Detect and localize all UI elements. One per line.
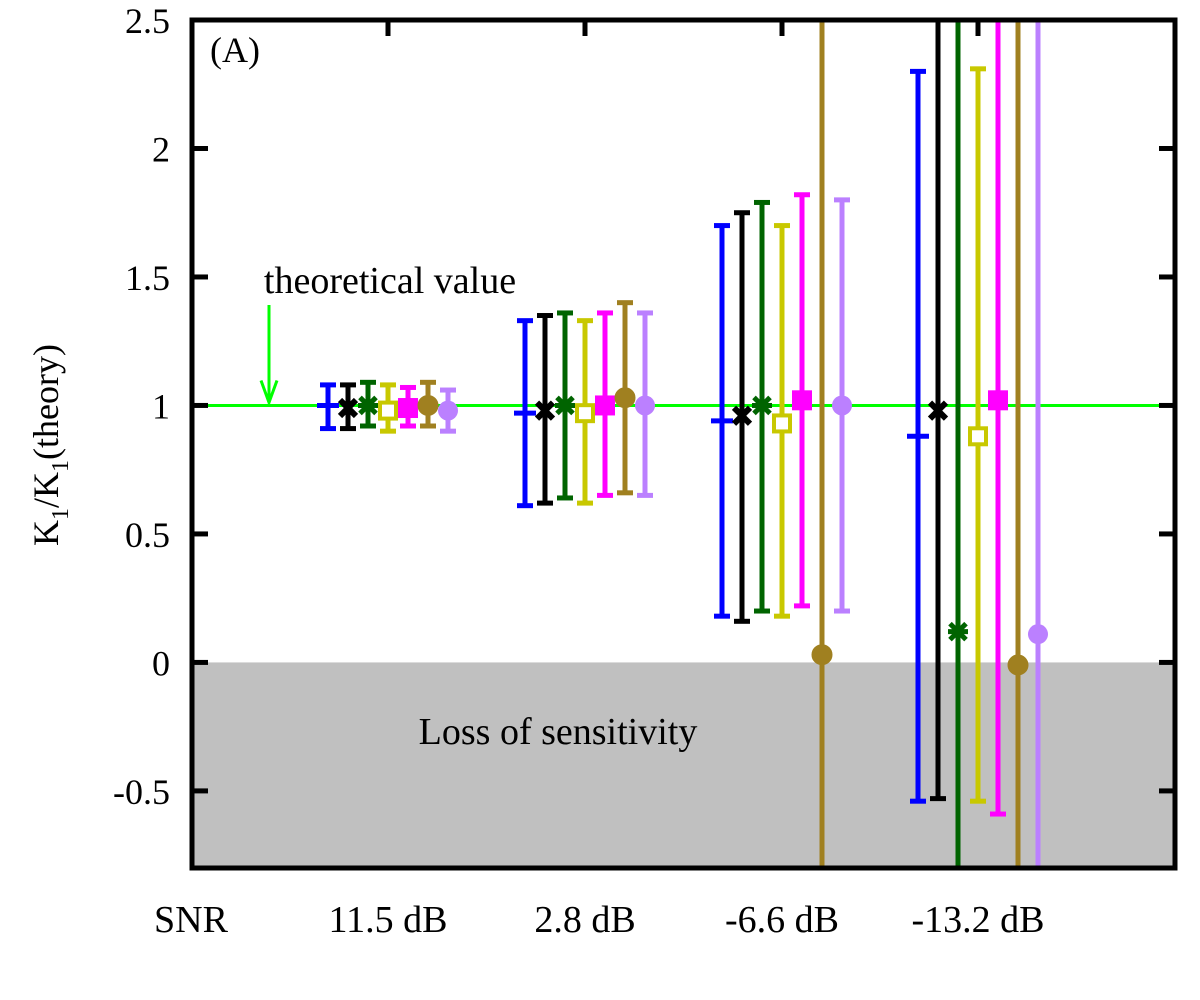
theoretical-arrow-icon — [259, 305, 279, 407]
x-axis-ticks: 11.5 dB 2.8 dB -6.6 dB -13.2 dB — [329, 20, 1045, 941]
series-olive-yellow — [378, 66, 988, 804]
x-category-label: 2.8 dB — [534, 899, 635, 941]
marker-circle — [811, 644, 833, 666]
loss-region — [192, 662, 1175, 868]
loss-region-label: Loss of sensitivity — [419, 711, 698, 753]
y-tick-label: 0.5 — [125, 515, 170, 555]
arrow-head — [259, 379, 279, 407]
marker-filled-circle — [1028, 624, 1048, 645]
marker-filled-square — [988, 390, 1008, 411]
marker-filled-circle — [438, 400, 458, 421]
y-axis-ticks: 2.5 2 1.5 1 0.5 0 -0.5 — [113, 1, 1175, 812]
x-category-label: -6.6 dB — [725, 899, 839, 941]
y-axis-label: K1/K1(theory) — [26, 344, 74, 546]
y-tick-label: 2.5 — [125, 1, 170, 41]
ylabel-sub1: 1 — [48, 508, 74, 520]
y-tick-label: 1 — [152, 386, 170, 426]
series-dark-green — [358, 20, 968, 871]
series-lavender — [438, 20, 1048, 871]
marker-open-square — [575, 403, 595, 424]
marker-filled-square — [595, 395, 615, 416]
series-layer — [317, 20, 1048, 871]
marker-filled-circle — [635, 395, 655, 416]
panel-label: (A) — [210, 30, 260, 70]
ylabel-tail: (theory) — [26, 344, 66, 460]
marker-circle — [1007, 654, 1029, 676]
y-tick-label: 2 — [152, 129, 170, 169]
x-category-label: -13.2 dB — [912, 899, 1045, 941]
theoretical-label: theoretical value — [264, 260, 516, 302]
marker-open-square — [378, 400, 398, 421]
marker-x — [731, 405, 753, 426]
ylabel-slash: /K — [26, 472, 66, 508]
series-magenta — [398, 20, 1008, 817]
y-tick-label: 0 — [152, 643, 170, 683]
series-brown — [417, 20, 1029, 871]
marker-filled-square — [398, 398, 418, 419]
ylabel-k: K — [26, 520, 66, 546]
y-tick-label: 1.5 — [125, 258, 170, 298]
x-category-label: 11.5 dB — [329, 899, 448, 941]
series-blue — [317, 68, 929, 804]
marker-filled-circle — [832, 395, 852, 416]
marker-x — [337, 397, 359, 419]
marker-circle — [614, 387, 636, 409]
marker-open-square — [772, 413, 792, 434]
marker-filled-square — [792, 390, 812, 411]
series-black — [337, 20, 949, 802]
ylabel-sub2: 1 — [48, 460, 74, 472]
marker-open-square — [968, 426, 988, 447]
marker-x — [534, 400, 556, 421]
y-tick-label: -0.5 — [113, 772, 170, 812]
marker-x — [927, 400, 949, 421]
x-axis-header: SNR — [154, 899, 229, 941]
marker-circle — [417, 394, 439, 416]
plot-frame — [189, 17, 1178, 871]
